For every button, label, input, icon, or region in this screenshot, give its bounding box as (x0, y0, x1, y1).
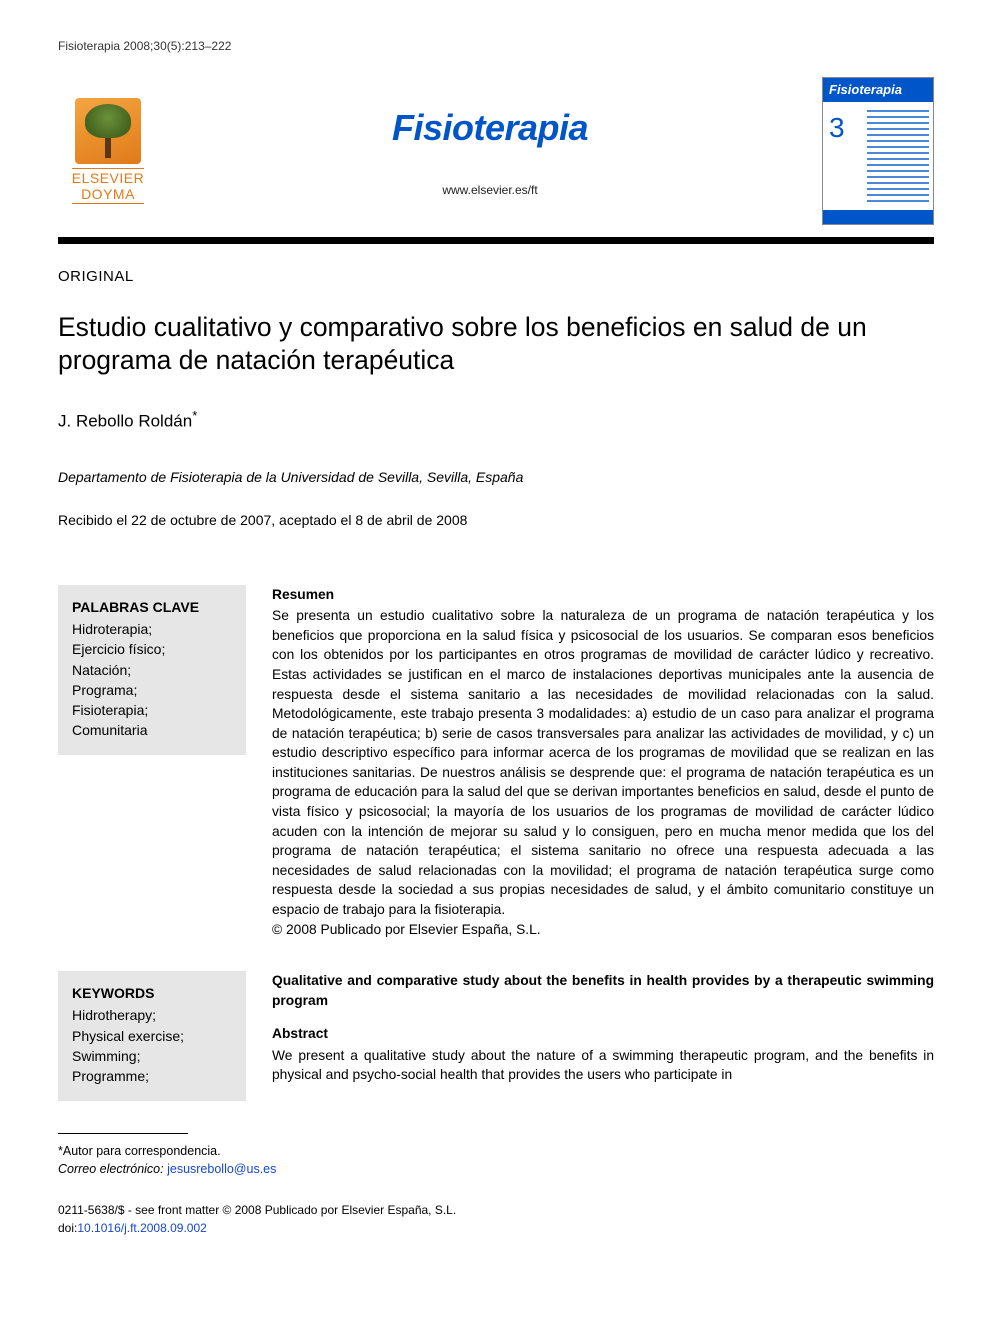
cover-issue-number: 3 (829, 108, 845, 147)
abstract-text-en: We present a qualitative study about the… (272, 1048, 934, 1083)
keywords-box-es: PALABRAS CLAVE Hidroterapia; Ejercicio f… (58, 585, 246, 755)
abstract-row-es: PALABRAS CLAVE Hidroterapia; Ejercicio f… (58, 585, 934, 939)
keyword-item: Swimming; (72, 1046, 232, 1066)
article-dates: Recibido el 22 de octubre de 2007, acept… (58, 511, 934, 531)
abstract-row-en: KEYWORDS Hidrotherapy; Physical exercise… (58, 971, 934, 1100)
cover-band-title: Fisioterapia (823, 78, 933, 102)
elsevier-tree-icon (75, 98, 141, 164)
keyword-item: Natación; (72, 660, 232, 680)
journal-title-block: Fisioterapia www.elsevier.es/ft (158, 103, 822, 198)
keywords-box-en: KEYWORDS Hidrotherapy; Physical exercise… (58, 971, 246, 1100)
author-email-link[interactable]: jesusrebollo@us.es (167, 1162, 276, 1176)
author-name: J. Rebollo Roldán (58, 412, 192, 431)
publisher-line2: DOYMA (81, 186, 135, 202)
issn-block: 0211-5638/$ - see front matter © 2008 Pu… (58, 1201, 934, 1237)
doi-link[interactable]: 10.1016/j.ft.2008.09.002 (77, 1221, 206, 1235)
email-label: Correo electrónico: (58, 1162, 164, 1176)
keyword-item: Programa; (72, 680, 232, 700)
keyword-item: Comunitaria (72, 720, 232, 740)
keyword-item: Hidrotherapy; (72, 1005, 232, 1025)
journal-cover-thumbnail: Fisioterapia 3 (822, 77, 934, 225)
masthead: ELSEVIER DOYMA Fisioterapia www.elsevier… (58, 69, 934, 244)
journal-url: www.elsevier.es/ft (158, 182, 822, 199)
issn-front-matter: 0211-5638/$ - see front matter © 2008 Pu… (58, 1201, 934, 1219)
publisher-name: ELSEVIER DOYMA (72, 168, 144, 204)
abstract-body-es: Resumen Se presenta un estudio cualitati… (272, 585, 934, 939)
abstract-body-en: Qualitative and comparative study about … (272, 971, 934, 1085)
keyword-item: Physical exercise; (72, 1026, 232, 1046)
author-line: J. Rebollo Roldán* (58, 407, 934, 433)
keyword-item: Ejercicio físico; (72, 639, 232, 659)
cover-toc-lines-icon (867, 106, 929, 206)
cover-footer-band (823, 210, 933, 224)
affiliation: Departamento de Fisioterapia de la Unive… (58, 468, 934, 488)
keyword-item: Fisioterapia; (72, 700, 232, 720)
footnote-separator (58, 1133, 188, 1134)
author-corr-marker: * (192, 408, 197, 423)
keyword-item: Hidroterapia; (72, 619, 232, 639)
keywords-heading-es: PALABRAS CLAVE (72, 597, 232, 617)
abstract-heading-es: Resumen (272, 585, 934, 605)
publisher-logo: ELSEVIER DOYMA (58, 98, 158, 204)
doi-label: doi: (58, 1221, 77, 1235)
article-title: Estudio cualitativo y comparativo sobre … (58, 311, 934, 377)
running-header: Fisioterapia 2008;30(5):213–222 (58, 38, 934, 55)
abstract-title-en: Qualitative and comparative study about … (272, 971, 934, 1010)
abstract-copyright-es: © 2008 Publicado por Elsevier España, S.… (272, 922, 541, 937)
abstract-heading-en: Abstract (272, 1024, 934, 1044)
keyword-item: Programme; (72, 1066, 232, 1086)
article-type: ORIGINAL (58, 266, 934, 287)
publisher-line1: ELSEVIER (72, 170, 144, 186)
abstract-text-es: Se presenta un estudio cualitativo sobre… (272, 608, 934, 917)
corr-author-label: *Autor para correspondencia. (58, 1142, 934, 1161)
keywords-heading-en: KEYWORDS (72, 983, 232, 1003)
journal-title: Fisioterapia (158, 103, 822, 153)
corresponding-author-footnote: *Autor para correspondencia. Correo elec… (58, 1142, 934, 1180)
